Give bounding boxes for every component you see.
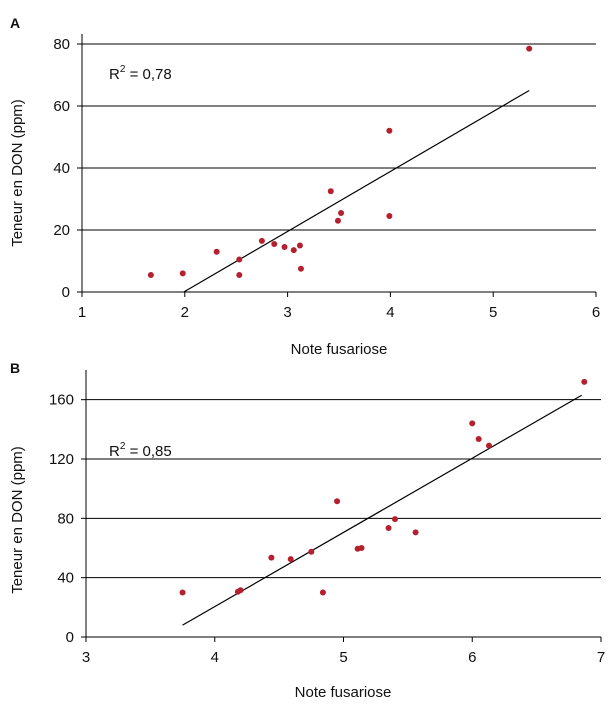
panel-b-r2-sup: 2 [120, 441, 126, 452]
panel-a-data-point [290, 247, 297, 254]
panel-a-data-point [526, 45, 533, 52]
panel-b-y-tick-label: 120 [49, 451, 74, 468]
panel-b-label: B [10, 360, 20, 376]
panel-a-data-point [386, 127, 393, 134]
panel-b-x-tick-label: 7 [597, 649, 605, 666]
panel-b-data-point [287, 556, 294, 563]
panel-a-label: A [10, 15, 20, 31]
panel-b-gridlines [86, 399, 601, 579]
panel-a-y-tick-label: 20 [53, 222, 70, 239]
panel-a-data-point [296, 242, 303, 249]
panel-b-data-point [308, 548, 315, 555]
panel-b-r2-annotation: R2 = 0,85 [109, 441, 172, 460]
panel-a-data-point [236, 256, 243, 263]
panel-a-x-ticks: 1 2 3 4 5 6 [78, 292, 600, 321]
panel-b-data-point [268, 554, 275, 561]
panel-a-x-tick-label: 5 [489, 304, 497, 321]
panel-a-data-point [334, 217, 341, 224]
panel-a-data-point [327, 188, 334, 195]
panel-a-y-tick-label: 0 [62, 284, 70, 301]
panel-a-r2-value: = 0,78 [125, 66, 171, 83]
panel-b-r2-prefix: R [109, 443, 120, 460]
panel-a-x-tick-label: 1 [78, 304, 86, 321]
panel-a-y-ticks: 0 20 40 60 80 [53, 36, 82, 301]
panel-b-data-point [237, 587, 244, 594]
panel-b-data-point [412, 529, 419, 536]
panel-a-data-point [271, 240, 278, 247]
panel-b-data-point [581, 378, 588, 385]
panel-b-data-point [179, 589, 186, 596]
panel-a-x-tick-label: 4 [386, 304, 394, 321]
panel-b-x-tick-label: 3 [82, 649, 90, 666]
panel-b-x-tick-label: 6 [468, 649, 476, 666]
panel-a-trendline [183, 89, 530, 293]
panel-a-x-axis-title: Note fusariose [291, 341, 388, 358]
panel-b-points [179, 378, 588, 596]
panel-b-data-point [358, 545, 365, 551]
panel-b-x-ticks: 3 4 5 6 7 [82, 637, 605, 666]
panel-a-x-tick-label: 2 [181, 304, 189, 321]
panel-a-data-point [258, 237, 265, 244]
panel-a-points [147, 45, 533, 278]
panel-a-data-point [281, 244, 288, 251]
panel-b-trendline-group [182, 394, 582, 626]
panel-a-x-tick-label: 6 [592, 304, 600, 321]
panel-a-x-tick-label: 3 [283, 304, 291, 321]
panel-b-y-axis-title: Teneur en DON (ppm) [9, 446, 26, 594]
panel-b-data-point [319, 589, 326, 596]
panel-a-data-point [386, 213, 393, 220]
panel-b-data-point [469, 420, 476, 427]
panel-b-x-axis-title: Note fusariose [295, 684, 392, 701]
panel-a-r2-annotation: R2 = 0,78 [109, 64, 172, 83]
panel-b-y-tick-label: 40 [57, 570, 74, 587]
panel-a-data-point [338, 209, 345, 216]
panel-b-x-tick-label: 5 [339, 649, 347, 666]
panel-b-data-point [334, 498, 341, 505]
panel-a-data-point [213, 248, 220, 255]
panel-b-y-tick-label: 80 [57, 510, 74, 527]
panel-b-data-point [475, 435, 482, 442]
panel-b-data-point [392, 516, 398, 523]
panel-a-trendline-group [183, 89, 530, 293]
panel-a-y-axis-title: Teneur en DON (ppm) [9, 99, 26, 247]
panel-a-y-tick-label: 80 [53, 36, 70, 53]
panel-a-r2-prefix: R [109, 66, 120, 83]
panel-b-y-ticks: 0 40 80 120 160 [49, 392, 86, 646]
panel-b-data-point [385, 524, 392, 531]
panel-a-data-point [179, 270, 186, 277]
panel-b-x-tick-label: 4 [211, 649, 219, 666]
panel-a-gridlines [82, 43, 596, 231]
panel-a-y-tick-label: 60 [53, 98, 70, 115]
panel-b: B 0 40 80 120 160 3 4 5 6 7 R2 = 0,85 Note fusar… [9, 360, 605, 701]
panel-a-data-point [297, 265, 304, 272]
panel-b-data-point [485, 442, 492, 449]
panel-b-trendline [182, 394, 582, 626]
panel-b-r2-value: = 0,85 [125, 443, 171, 460]
panel-a-y-tick-label: 40 [53, 160, 70, 177]
panel-b-y-tick-label: 0 [66, 629, 74, 646]
panel-a-data-point [236, 271, 243, 278]
panel-b-y-tick-label: 160 [49, 392, 74, 409]
panel-a-data-point [147, 271, 154, 278]
panel-a-r2-sup: 2 [120, 64, 126, 75]
